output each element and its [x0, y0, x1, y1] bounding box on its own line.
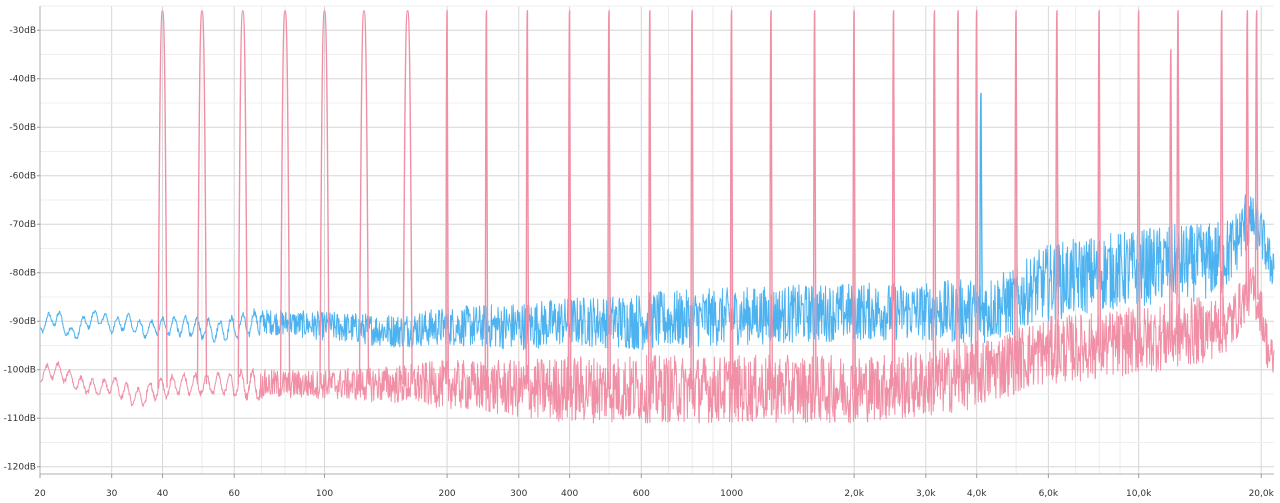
harmonic-spikes-spike: [402, 10, 413, 385]
harmonic-spikes-spike: [1169, 48, 1173, 336]
x-tick-label: 600: [633, 489, 650, 499]
harmonic-spikes-spike: [157, 10, 168, 388]
y-tick-label: -50dB: [9, 123, 36, 133]
harmonic-spikes-spike: [852, 10, 856, 390]
x-tick-label: 200: [438, 489, 455, 499]
blue-spikes-spike: [1250, 208, 1254, 232]
x-tick-label: 20: [34, 489, 46, 499]
x-tick-label: 400: [561, 489, 578, 499]
harmonic-spikes-spike: [445, 10, 449, 385]
harmonic-spikes-spike: [1055, 10, 1059, 350]
y-tick-label: -110dB: [4, 414, 36, 424]
x-tick-label: 6,0k: [1039, 489, 1059, 499]
y-tick-label: -70dB: [9, 220, 36, 230]
y-tick-label: -120dB: [4, 463, 36, 473]
blue-spikes-spike: [979, 92, 983, 311]
x-tick-label: 100: [316, 489, 333, 499]
harmonic-spikes-spike: [319, 10, 330, 385]
series-layer: [39, 10, 1275, 424]
x-tick-label: 4,0k: [967, 489, 987, 499]
y-tick-label: -40dB: [9, 75, 36, 85]
harmonic-spikes-spike: [1014, 10, 1018, 361]
harmonic-spikes-spike: [648, 10, 652, 390]
harmonic-spikes-spike: [525, 10, 530, 390]
harmonic-spikes-spike: [769, 10, 773, 390]
harmonic-spikes-spike: [358, 10, 370, 385]
x-tick-label: 3,0k: [916, 489, 936, 499]
harmonic-spikes-spike: [1254, 10, 1259, 300]
harmonic-spikes-spike: [812, 10, 817, 390]
y-tick-label: -90dB: [9, 317, 36, 327]
harmonic-spikes-spike: [196, 10, 208, 385]
harmonic-spikes-spike: [974, 10, 979, 375]
y-tick-label: -60dB: [9, 172, 36, 182]
harmonic-spikes-spike: [729, 10, 734, 390]
y-tick-label: -30dB: [9, 26, 36, 36]
series-1: [39, 196, 1275, 351]
series-1-line: [39, 196, 1275, 351]
harmonic-spikes: [157, 10, 1259, 390]
harmonic-spikes-spike: [1136, 10, 1141, 341]
y-tick-labels: -30dB -40dB -50dB -60dB -70dB -80dB -90dB -100d…: [4, 26, 40, 473]
harmonic-spikes-spike: [279, 10, 291, 385]
x-tick-labels: 20 30 40 60 100 200 300 400 600 1000 2,0k 3,0k 4,0k 6…: [34, 474, 1275, 499]
x-tick-label: 1000: [720, 489, 743, 499]
x-tick-label: 60: [228, 489, 240, 499]
harmonic-spikes-spike: [1219, 10, 1224, 327]
series-2-line: [39, 266, 1275, 424]
y-tick-label: -100dB: [4, 366, 36, 376]
y-tick-label: -80dB: [9, 269, 36, 279]
x-tick-label: 10,0k: [1126, 489, 1152, 499]
series-2: [39, 266, 1275, 424]
harmonic-spikes-spike: [607, 10, 611, 390]
harmonic-spikes-spike: [1245, 10, 1250, 295]
x-tick-label: 40: [157, 489, 169, 499]
harmonic-spikes-spike: [484, 10, 489, 387]
x-tick-label: 2,0k: [844, 489, 864, 499]
harmonic-spikes-spike: [891, 10, 896, 387]
harmonic-spikes-spike: [956, 10, 960, 379]
x-tick-label: 20,0k: [1249, 489, 1275, 499]
x-tick-label: 300: [510, 489, 527, 499]
harmonic-spikes-spike: [567, 10, 572, 390]
x-tick-label: 30: [106, 489, 118, 499]
harmonic-spikes-spike: [1176, 10, 1180, 335]
harmonic-spikes-spike: [237, 10, 248, 385]
harmonic-spikes-spike: [932, 10, 937, 383]
harmonic-spikes-spike: [1097, 10, 1102, 346]
harmonic-spikes-spike: [690, 10, 695, 390]
